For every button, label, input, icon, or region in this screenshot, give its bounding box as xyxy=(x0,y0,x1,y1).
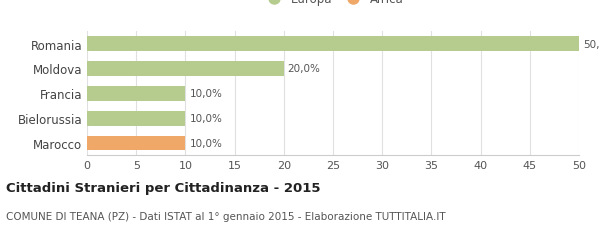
Text: 10,0%: 10,0% xyxy=(190,114,222,124)
Text: COMUNE DI TEANA (PZ) - Dati ISTAT al 1° gennaio 2015 - Elaborazione TUTTITALIA.I: COMUNE DI TEANA (PZ) - Dati ISTAT al 1° … xyxy=(6,211,446,221)
Bar xyxy=(87,62,284,76)
Text: 50,0%: 50,0% xyxy=(583,39,600,49)
Text: 20,0%: 20,0% xyxy=(288,64,320,74)
Text: 10,0%: 10,0% xyxy=(190,89,222,99)
Text: Cittadini Stranieri per Cittadinanza - 2015: Cittadini Stranieri per Cittadinanza - 2… xyxy=(6,181,320,194)
Bar xyxy=(87,111,185,126)
Legend: Europa, Africa: Europa, Africa xyxy=(260,0,406,9)
Text: 10,0%: 10,0% xyxy=(190,138,222,148)
Bar xyxy=(87,37,579,52)
Bar xyxy=(87,87,185,101)
Bar xyxy=(87,136,185,151)
